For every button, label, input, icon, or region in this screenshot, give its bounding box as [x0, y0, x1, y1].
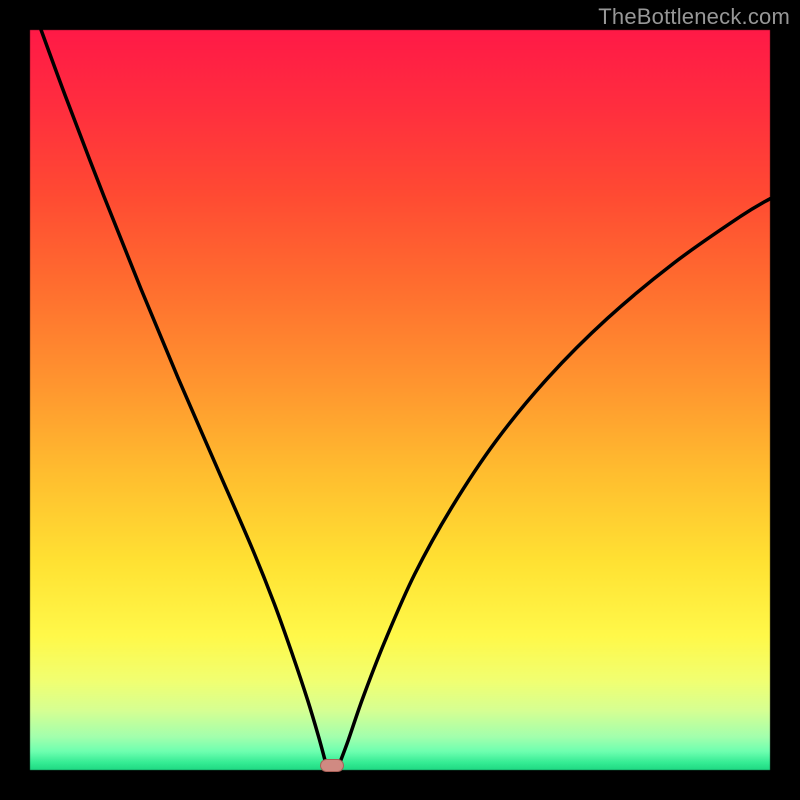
chart-root: TheBottleneck.com	[0, 0, 800, 800]
minimum-marker	[320, 759, 344, 772]
watermark-label: TheBottleneck.com	[598, 4, 790, 30]
gradient-background	[0, 0, 800, 800]
